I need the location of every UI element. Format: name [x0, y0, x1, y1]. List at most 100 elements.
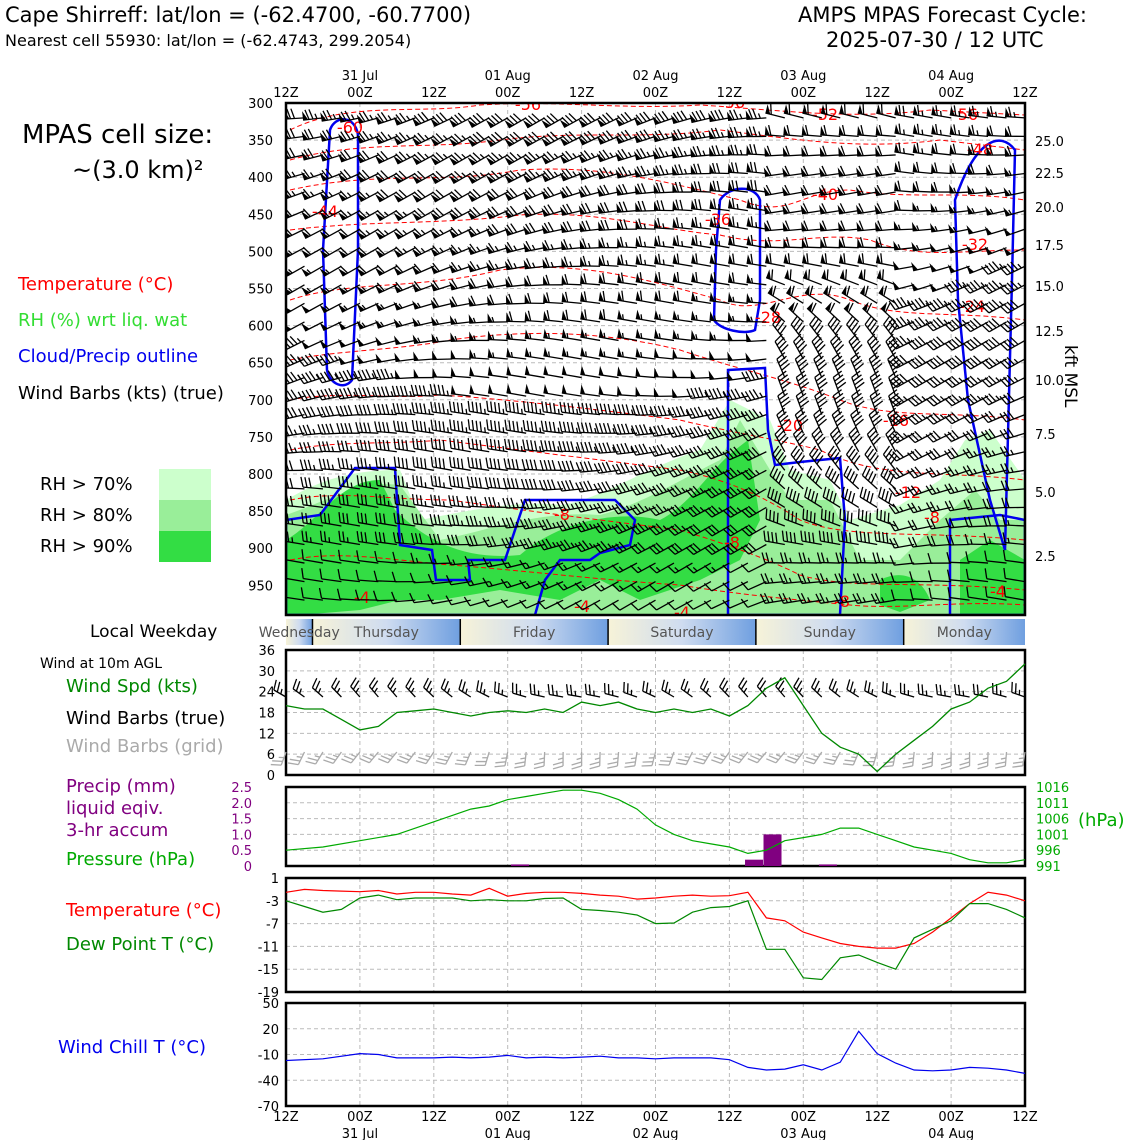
wind-barb [746, 292, 767, 304]
wind-barb-grid [693, 751, 712, 765]
wind-barb [727, 162, 748, 175]
wind-barb [319, 302, 342, 314]
wind-barb [709, 253, 730, 267]
wind-barb [855, 184, 878, 197]
wind-barb [648, 523, 675, 536]
wind-barb [596, 130, 619, 145]
barb-flag [412, 317, 420, 327]
wind-barb [430, 280, 453, 292]
legend-rh90: RH > 90% [40, 536, 133, 557]
wind-barb [316, 405, 342, 418]
wind-barb-true [899, 682, 915, 698]
barb-flag [878, 285, 884, 296]
wind-barb [728, 216, 748, 230]
wind-barb [838, 220, 859, 232]
wind-barb [800, 203, 822, 215]
wind-barb [685, 464, 712, 479]
wind-barb [931, 123, 952, 138]
wind-barb [616, 201, 638, 213]
wind-barb [561, 384, 582, 397]
wind-barb [815, 592, 841, 604]
wind-barb [893, 240, 915, 251]
wind-barb [428, 553, 453, 565]
precip-bar [745, 859, 764, 866]
wind-barb [430, 170, 453, 185]
wind-barb-grid [940, 751, 952, 770]
wind-barb [598, 219, 619, 231]
wind-barb [888, 486, 915, 497]
wind-barb [963, 482, 989, 494]
wind-barb [504, 205, 527, 219]
wind-barb [944, 298, 970, 313]
wind-barb [301, 321, 324, 332]
barb-flag [764, 221, 770, 231]
barb-flag [412, 334, 419, 344]
wind-barb [372, 590, 397, 602]
wind-barb [338, 110, 361, 123]
temperature-contour-label: -4 [674, 603, 690, 622]
wind-barb [430, 437, 453, 453]
wind-barb-grid [607, 751, 620, 769]
wind-barb [930, 202, 952, 213]
wind-barb [301, 148, 324, 161]
wind-barb [709, 330, 730, 342]
y-tick-label: 30 [258, 665, 275, 680]
y-tick-label: -11 [258, 940, 279, 955]
wind-barb [486, 260, 508, 272]
barb-flag [947, 264, 956, 273]
wind-barb [811, 426, 826, 453]
barb-flag [430, 230, 439, 239]
wind-barb [818, 184, 841, 197]
wind-barb [466, 495, 490, 509]
wind-barb [338, 338, 361, 348]
barb-flag [430, 212, 440, 221]
wind-barb [908, 554, 933, 565]
barb-flag [579, 239, 586, 249]
barb-flag [523, 259, 530, 269]
wind-barb [947, 587, 970, 601]
wind-barb [727, 198, 748, 212]
wind-barb [874, 184, 896, 197]
wind-barb-true [881, 681, 896, 698]
wind-barb [617, 272, 638, 286]
wind-barb [666, 464, 693, 478]
wind-barb [635, 347, 656, 360]
wind-barb [578, 150, 601, 164]
wind-barb [286, 229, 287, 230]
wind-barb [894, 199, 915, 212]
barb-flag [598, 255, 604, 266]
wind-barb [537, 560, 564, 571]
wind-barb [894, 104, 915, 119]
barb-flag [820, 104, 826, 115]
wind-barb [337, 457, 360, 471]
barb-flag [338, 212, 347, 221]
wind-barb [574, 581, 601, 592]
y-tick-label: 800 [248, 468, 273, 483]
wind-barb [672, 310, 693, 323]
barb-flag [617, 237, 623, 247]
wind-barb [448, 189, 472, 203]
wind-barb [672, 348, 693, 360]
wind-barb [337, 475, 360, 490]
wind-barb [874, 165, 896, 177]
barb-flag [746, 198, 752, 209]
wind-barb [838, 253, 859, 267]
barb-flag [804, 285, 810, 296]
barb-flag [301, 210, 310, 220]
wind-barb [541, 221, 564, 235]
barb-flag [541, 173, 550, 182]
wind-barb [519, 579, 545, 590]
wind-barb [907, 430, 933, 444]
barb-flag [319, 230, 329, 239]
wind-barb [486, 400, 508, 416]
wind-barb [467, 226, 490, 238]
wind-barb [635, 366, 656, 379]
barb-flag [356, 114, 364, 124]
wind-barb-true [405, 677, 416, 698]
wind-barb [727, 180, 748, 193]
wind-barb [981, 481, 1007, 493]
wind-barb [685, 599, 712, 610]
y2-tick-label: 15.0 [1035, 280, 1064, 295]
wind-barb [393, 335, 416, 346]
wind-barb [595, 403, 619, 416]
